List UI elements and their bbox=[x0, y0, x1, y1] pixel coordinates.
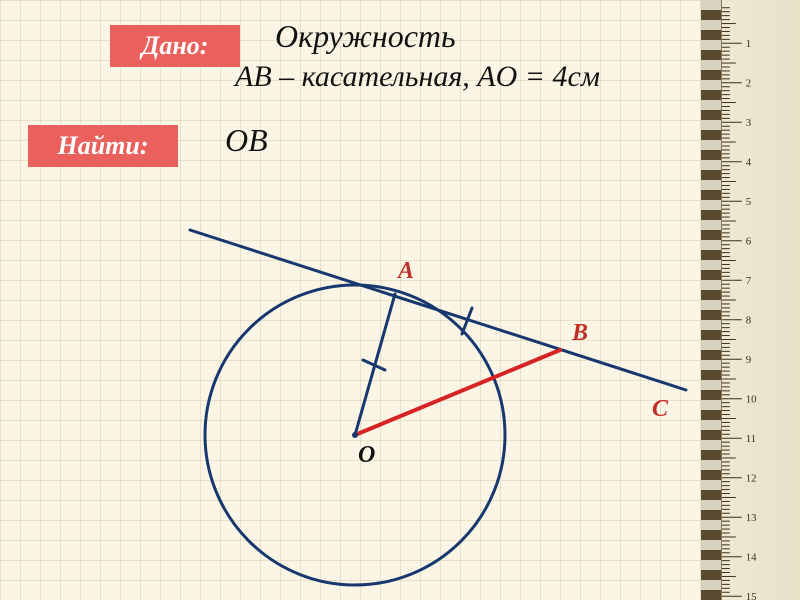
svg-text:4: 4 bbox=[746, 157, 752, 169]
problem-title: Окружность bbox=[275, 18, 456, 55]
find-label-text: Найти: bbox=[57, 131, 148, 161]
svg-text:13: 13 bbox=[746, 512, 757, 524]
point-label-B: B bbox=[572, 320, 588, 347]
point-label-A: A bbox=[398, 258, 414, 285]
ruler-ticks: 123456789101112131415 bbox=[722, 0, 800, 600]
svg-text:9: 9 bbox=[746, 354, 751, 366]
svg-text:12: 12 bbox=[746, 473, 757, 485]
svg-text:11: 11 bbox=[746, 433, 756, 445]
problem-find-value: OB bbox=[225, 122, 268, 159]
point-label-C: C bbox=[652, 396, 668, 423]
find-label-box: Найти: bbox=[28, 125, 178, 167]
svg-text:8: 8 bbox=[746, 315, 752, 327]
point-label-O: O bbox=[358, 442, 375, 469]
svg-text:14: 14 bbox=[746, 552, 757, 564]
svg-text:1: 1 bbox=[746, 38, 751, 50]
given-label-text: Дано: bbox=[142, 31, 209, 61]
svg-text:2: 2 bbox=[746, 78, 751, 90]
ruler-body: 123456789101112131415 bbox=[721, 0, 800, 600]
problem-given-statement: AB – касательная, AO = 4см bbox=[235, 60, 600, 94]
svg-text:3: 3 bbox=[746, 117, 751, 129]
svg-text:15: 15 bbox=[746, 591, 757, 600]
given-label-box: Дано: bbox=[110, 25, 240, 67]
ruler-binding bbox=[701, 0, 721, 600]
svg-text:10: 10 bbox=[746, 394, 757, 406]
svg-text:7: 7 bbox=[746, 275, 752, 287]
svg-text:5: 5 bbox=[746, 196, 751, 208]
svg-text:6: 6 bbox=[746, 236, 752, 248]
